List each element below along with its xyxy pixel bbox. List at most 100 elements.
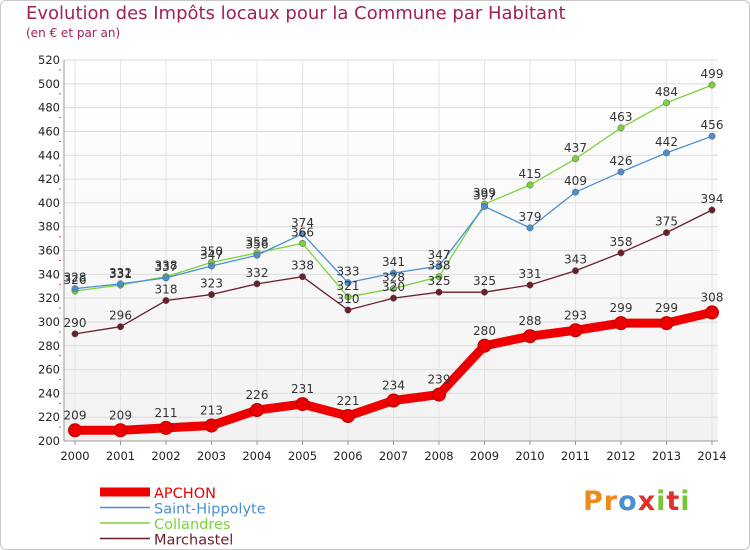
data-label-apchon: 308 <box>701 290 724 304</box>
data-label-marchastel: 358 <box>610 235 633 249</box>
data-label-collandres: 437 <box>564 141 587 155</box>
data-point-collandres <box>708 81 716 89</box>
y-tick-label: 520 <box>38 53 60 67</box>
x-tick-label: 2002 <box>151 449 180 463</box>
data-point-saint-hippolyte <box>299 230 306 238</box>
data-label-saint-hippolyte: 356 <box>246 237 269 251</box>
data-label-saint-hippolyte: 409 <box>564 174 587 188</box>
data-label-marchastel: 310 <box>337 292 360 306</box>
x-tick-label: 2007 <box>379 449 408 463</box>
x-tick-label: 2000 <box>60 449 89 463</box>
x-tick-label: 2005 <box>288 449 317 463</box>
data-point-marchastel <box>253 280 261 288</box>
data-label-saint-hippolyte: 397 <box>473 188 496 202</box>
data-label-marchastel: 332 <box>246 266 269 280</box>
data-label-saint-hippolyte: 456 <box>701 118 724 132</box>
data-point-collandres <box>663 99 670 107</box>
data-label-marchastel: 394 <box>701 192 724 206</box>
data-label-apchon: 221 <box>337 394 360 408</box>
data-point-collandres <box>572 155 579 163</box>
data-label-saint-hippolyte: 341 <box>382 255 405 269</box>
data-label-apchon: 293 <box>564 308 587 322</box>
y-tick-label: 440 <box>38 148 60 162</box>
data-point-saint-hippolyte <box>617 168 625 176</box>
data-label-marchastel: 343 <box>564 253 587 267</box>
x-tick-label: 2001 <box>106 449 135 463</box>
data-label-apchon: 209 <box>64 408 87 422</box>
data-label-saint-hippolyte: 379 <box>519 210 542 224</box>
data-label-apchon: 213 <box>200 404 223 418</box>
x-tick-label: 2006 <box>333 449 362 463</box>
data-point-collandres <box>344 293 352 301</box>
data-point-marchastel <box>162 297 170 304</box>
data-label-marchastel: 325 <box>428 274 451 288</box>
y-tick-label: 260 <box>38 363 60 377</box>
data-label-collandres: 350 <box>200 244 223 258</box>
y-tick-label: 240 <box>38 386 60 400</box>
data-point-apchon <box>250 403 264 418</box>
x-tick-label: 2003 <box>197 449 226 463</box>
data-point-apchon <box>523 329 537 344</box>
legend-label-apchon: APCHON <box>154 486 216 502</box>
x-tick-label: 2014 <box>697 449 726 463</box>
logo-letter: o <box>618 486 638 517</box>
proxiti-logo: Proxiti <box>583 486 691 517</box>
data-point-saint-hippolyte <box>117 280 124 288</box>
data-point-saint-hippolyte <box>390 269 397 277</box>
data-label-marchastel: 296 <box>109 309 132 323</box>
y-tick-label: 400 <box>38 196 60 210</box>
y-tick-label: 420 <box>38 172 60 186</box>
x-tick-label: 2012 <box>606 449 635 463</box>
y-tick-label: 500 <box>38 77 60 91</box>
data-label-collandres: 321 <box>337 279 360 293</box>
data-label-apchon: 209 <box>109 408 132 422</box>
data-label-collandres: 358 <box>246 235 269 249</box>
data-label-saint-hippolyte: 374 <box>291 216 314 230</box>
x-tick-label: 2009 <box>470 449 499 463</box>
logo-letter: x <box>637 486 657 517</box>
legend-label-collandres: Collandres <box>154 517 230 533</box>
logo-letter: r <box>603 486 619 517</box>
y-tick-label: 220 <box>38 410 60 424</box>
data-label-collandres: 338 <box>155 259 178 273</box>
data-label-apchon: 226 <box>246 388 269 402</box>
data-label-marchastel: 325 <box>473 274 496 288</box>
data-point-collandres <box>526 181 534 189</box>
data-label-marchastel: 338 <box>291 259 314 273</box>
data-label-marchastel: 323 <box>200 277 223 291</box>
data-point-saint-hippolyte <box>435 262 443 270</box>
data-label-saint-hippolyte: 333 <box>337 265 360 279</box>
data-label-marchastel: 320 <box>382 280 405 294</box>
data-point-marchastel <box>344 306 352 314</box>
data-label-apchon: 234 <box>382 379 405 393</box>
data-point-apchon <box>614 316 628 331</box>
data-point-collandres <box>617 124 625 132</box>
chart-title: Evolution des Impôts locaux pour la Comm… <box>26 3 566 24</box>
data-label-apchon: 231 <box>291 382 314 396</box>
data-point-marchastel <box>435 288 443 296</box>
logo-letter: i <box>656 486 667 517</box>
data-point-saint-hippolyte <box>481 202 488 210</box>
data-point-saint-hippolyte <box>572 188 579 196</box>
data-point-apchon <box>159 420 173 435</box>
data-label-marchastel: 290 <box>64 316 87 330</box>
data-point-marchastel <box>117 323 124 331</box>
data-point-marchastel <box>526 281 534 289</box>
data-point-apchon <box>204 418 219 433</box>
y-tick-label: 480 <box>38 101 60 115</box>
data-point-saint-hippolyte <box>344 279 352 287</box>
legend-label-saint-hippolyte: Saint-Hippolyte <box>154 502 266 518</box>
x-tick-label: 2013 <box>652 449 681 463</box>
data-label-marchastel: 375 <box>655 215 678 229</box>
data-point-apchon <box>659 316 674 331</box>
data-label-collandres: 463 <box>610 110 633 124</box>
data-point-marchastel <box>481 288 488 296</box>
data-point-marchastel <box>617 249 625 257</box>
data-label-saint-hippolyte: 347 <box>200 248 223 262</box>
data-point-saint-hippolyte <box>526 224 534 232</box>
logo-letter: P <box>583 486 604 517</box>
data-point-marchastel <box>572 267 579 275</box>
data-point-saint-hippolyte <box>71 285 79 293</box>
data-label-collandres: 328 <box>382 271 405 285</box>
